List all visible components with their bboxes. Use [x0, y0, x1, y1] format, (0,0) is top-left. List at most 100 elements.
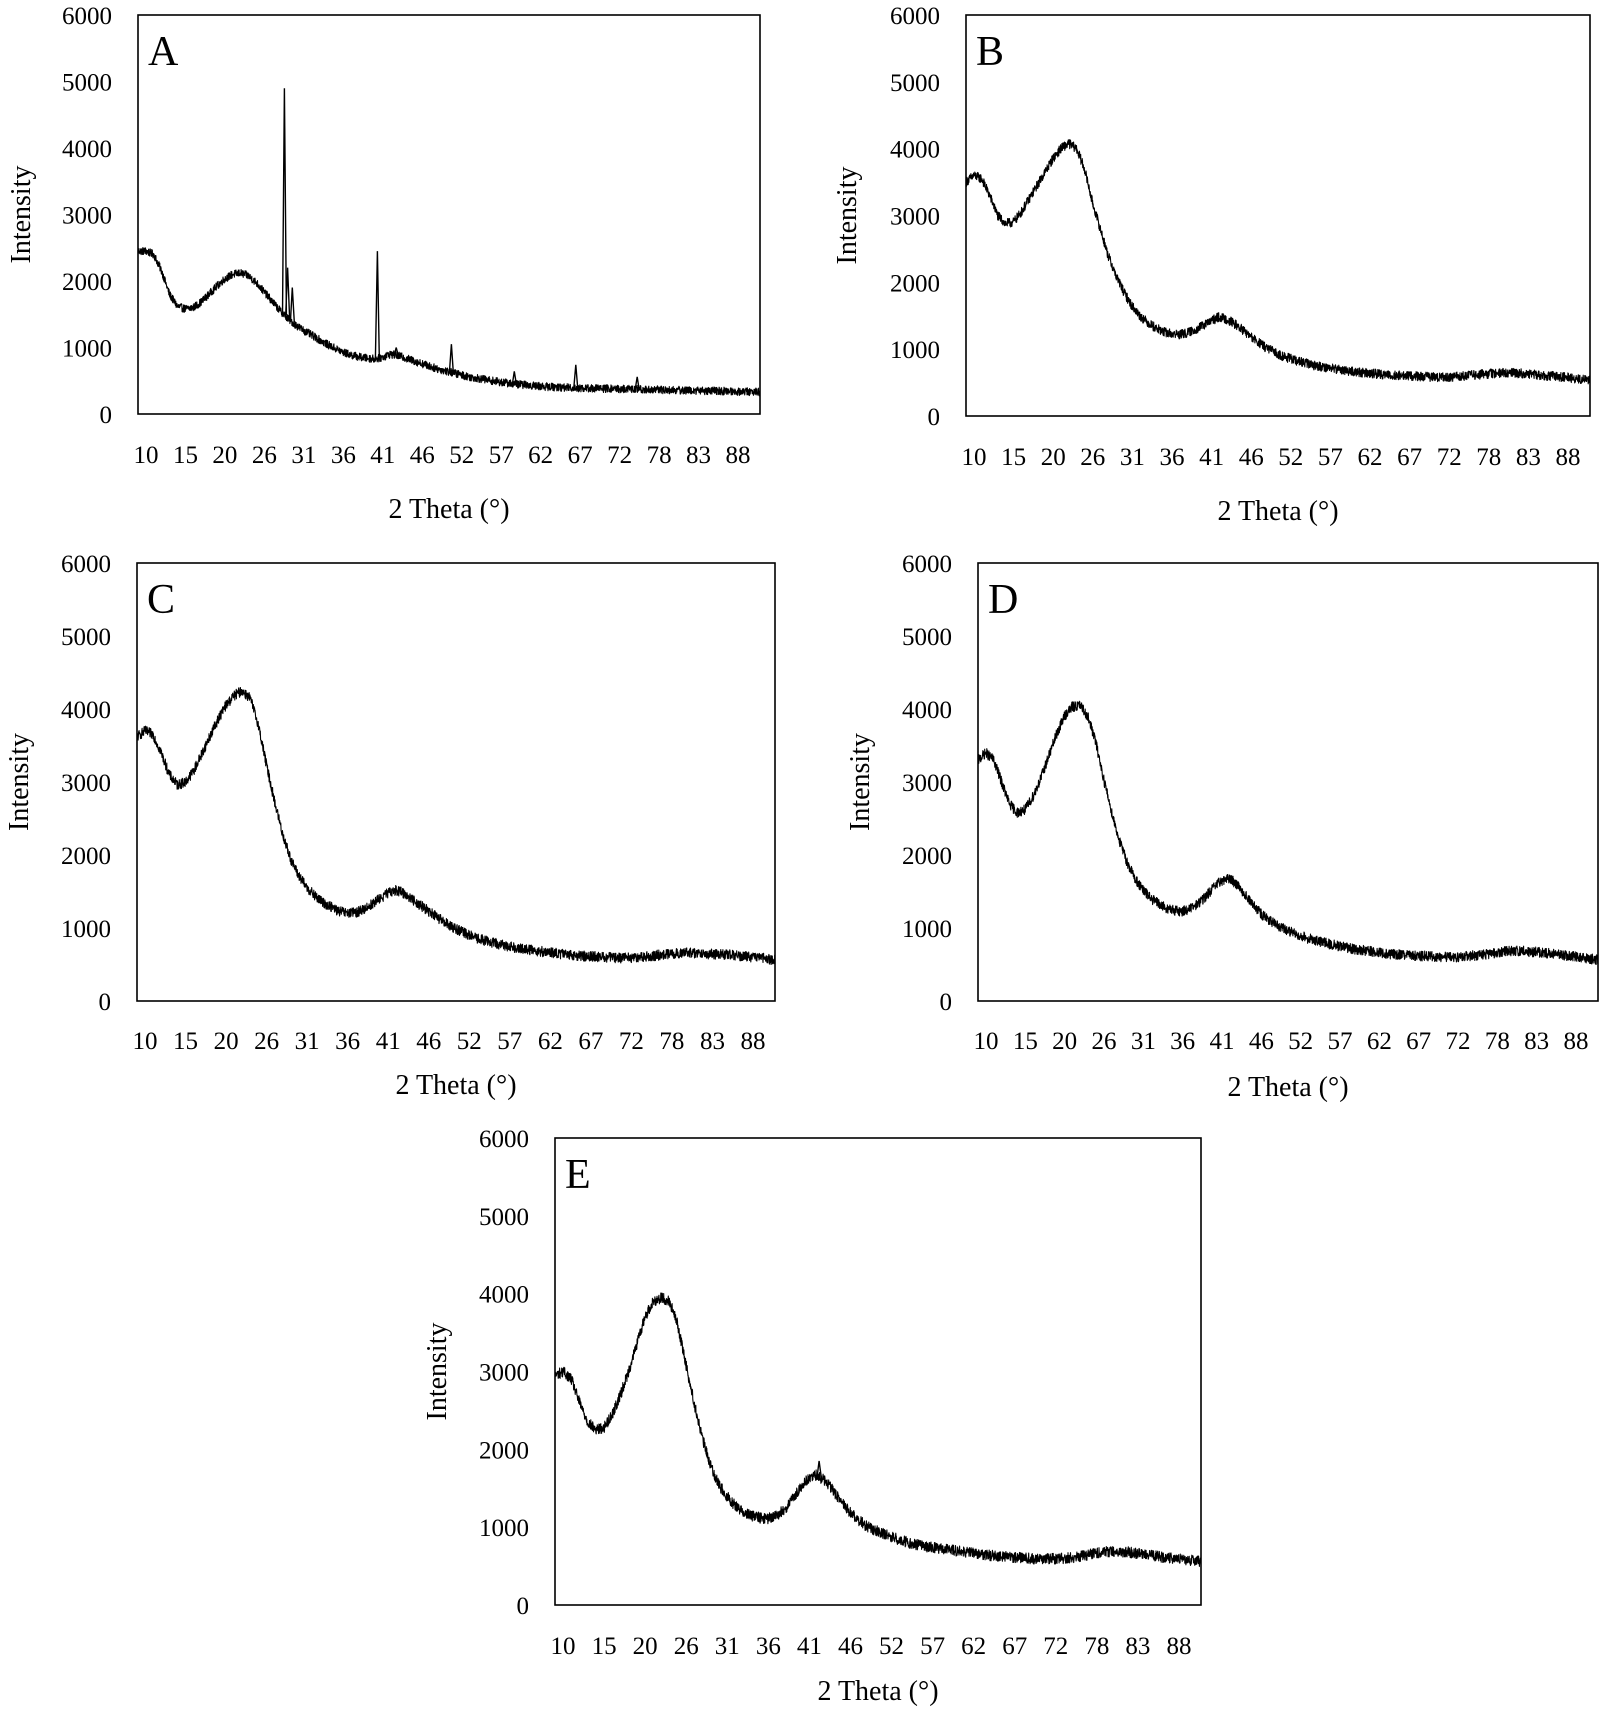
x-tick-label: 15 [1013, 1028, 1038, 1055]
x-tick-label: 20 [633, 1633, 658, 1660]
x-tick-label: 78 [1476, 444, 1501, 471]
x-tick-label: 31 [1120, 444, 1145, 471]
x-axis-title: 2 Theta (°) [395, 1070, 516, 1101]
x-tick-label: 26 [254, 1028, 279, 1055]
x-tick-label: 72 [1043, 1633, 1068, 1660]
x-tick-label: 10 [134, 442, 159, 469]
x-tick-label: 26 [252, 442, 277, 469]
x-tick-label: 31 [291, 442, 316, 469]
y-axis-title: Intensity [422, 1323, 453, 1421]
diffraction-peak [289, 287, 295, 323]
x-tick-label: 83 [1516, 444, 1541, 471]
y-tick-label: 2000 [902, 843, 952, 870]
panel-b: 0 1000 2000 3000 4000 5000 6000 10 15 20 26 31 36 41 4… [832, 3, 1591, 527]
x-tick-label: 67 [1002, 1633, 1027, 1660]
x-tick-label: 67 [578, 1028, 603, 1055]
y-tick-label: 5000 [890, 70, 940, 97]
x-tick-label: 83 [700, 1028, 725, 1055]
x-tick-label: 10 [133, 1028, 158, 1055]
diffraction-peak [511, 371, 517, 385]
y-tick-label: 2000 [479, 1437, 529, 1464]
panel-label-b: B [976, 29, 1004, 75]
x-tick-label: 78 [1084, 1633, 1109, 1660]
diffraction-peak [634, 376, 640, 390]
xrd-trace-a [137, 247, 761, 397]
x-tick-label: 15 [173, 442, 198, 469]
x-tick-label: 57 [497, 1028, 522, 1055]
x-axis-title: 2 Theta (°) [1227, 1072, 1348, 1103]
x-tick-label: 78 [1485, 1028, 1510, 1055]
x-tick-label: 41 [370, 442, 395, 469]
y-tick-label: 3000 [902, 770, 952, 797]
x-tick-label: 15 [173, 1028, 198, 1055]
panel-label-e: E [565, 1152, 591, 1198]
x-tick-label: 36 [1160, 444, 1185, 471]
y-tick-label: 6000 [902, 551, 952, 578]
y-tick-label: 4000 [61, 697, 111, 724]
y-tick-label: 3000 [62, 203, 112, 230]
x-tick-label: 26 [1080, 444, 1105, 471]
y-tick-label: 4000 [890, 137, 940, 164]
x-tick-label: 46 [410, 442, 435, 469]
xrd-trace-b [965, 138, 1591, 385]
diffraction-peak [284, 267, 291, 319]
x-tick-label: 31 [295, 1028, 320, 1055]
y-axis-title: Intensity [6, 166, 37, 264]
panel-e: 0 1000 2000 3000 4000 5000 6000 10 15 20 26 31 36 41 4… [422, 1126, 1202, 1707]
x-tick-label: 72 [1437, 444, 1462, 471]
xrd-trace-e [554, 1292, 1202, 1567]
diffraction-peak [573, 364, 579, 388]
y-tick-label: 6000 [479, 1126, 529, 1153]
x-tick-label: 46 [1239, 444, 1264, 471]
plot-frame-c [136, 562, 776, 1002]
x-tick-label: 67 [1397, 444, 1422, 471]
x-tick-label: 10 [962, 444, 987, 471]
x-tick-label: 36 [331, 442, 356, 469]
y-tick-label: 0 [928, 404, 941, 431]
x-tick-label: 57 [920, 1633, 945, 1660]
plot-frame-d [977, 562, 1599, 1002]
panel-d: 0 1000 2000 3000 4000 5000 6000 10 15 20 26 31 36 41 4… [845, 551, 1599, 1103]
x-tick-label: 57 [1328, 1028, 1353, 1055]
xrd-trace-c [136, 686, 776, 965]
y-axis-title: Intensity [832, 167, 863, 265]
x-tick-label: 62 [538, 1028, 563, 1055]
x-tick-label: 67 [568, 442, 593, 469]
diffraction-peak [816, 1460, 822, 1477]
y-tick-label: 6000 [62, 3, 112, 30]
x-tick-label: 26 [1092, 1028, 1117, 1055]
x-tick-label: 57 [1318, 444, 1343, 471]
diffraction-peak [393, 347, 399, 356]
panel-a: 0 1000 2000 3000 4000 5000 6000 10 15 20 26 31 36 41 4… [6, 3, 761, 525]
x-tick-label: 41 [1199, 444, 1224, 471]
x-axis-title: 2 Theta (°) [388, 494, 509, 525]
y-tick-label: 6000 [61, 551, 111, 578]
x-tick-label: 67 [1406, 1028, 1431, 1055]
x-tick-label: 20 [1052, 1028, 1077, 1055]
y-tick-label: 3000 [890, 204, 940, 231]
x-tick-label: 20 [214, 1028, 239, 1055]
x-axis-title: 2 Theta (°) [817, 1676, 938, 1707]
diffraction-peak [281, 88, 288, 316]
x-tick-label: 46 [1249, 1028, 1274, 1055]
y-tick-label: 0 [517, 1593, 530, 1620]
y-tick-label: 1000 [61, 916, 111, 943]
x-tick-label: 83 [1125, 1633, 1150, 1660]
y-tick-label: 0 [940, 989, 953, 1016]
x-tick-label: 88 [741, 1028, 766, 1055]
y-tick-label: 2000 [890, 270, 940, 297]
x-tick-label: 83 [1524, 1028, 1549, 1055]
x-tick-label: 52 [879, 1633, 904, 1660]
x-tick-label: 62 [961, 1633, 986, 1660]
y-tick-label: 1000 [902, 916, 952, 943]
x-tick-label: 52 [449, 442, 474, 469]
x-tick-label: 52 [457, 1028, 482, 1055]
x-tick-label: 72 [607, 442, 632, 469]
x-tick-label: 52 [1278, 444, 1303, 471]
x-tick-label: 15 [1001, 444, 1026, 471]
x-tick-label: 72 [1446, 1028, 1471, 1055]
panel-label-d: D [988, 577, 1018, 623]
x-tick-label: 31 [715, 1633, 740, 1660]
plot-frame-b [965, 14, 1591, 417]
